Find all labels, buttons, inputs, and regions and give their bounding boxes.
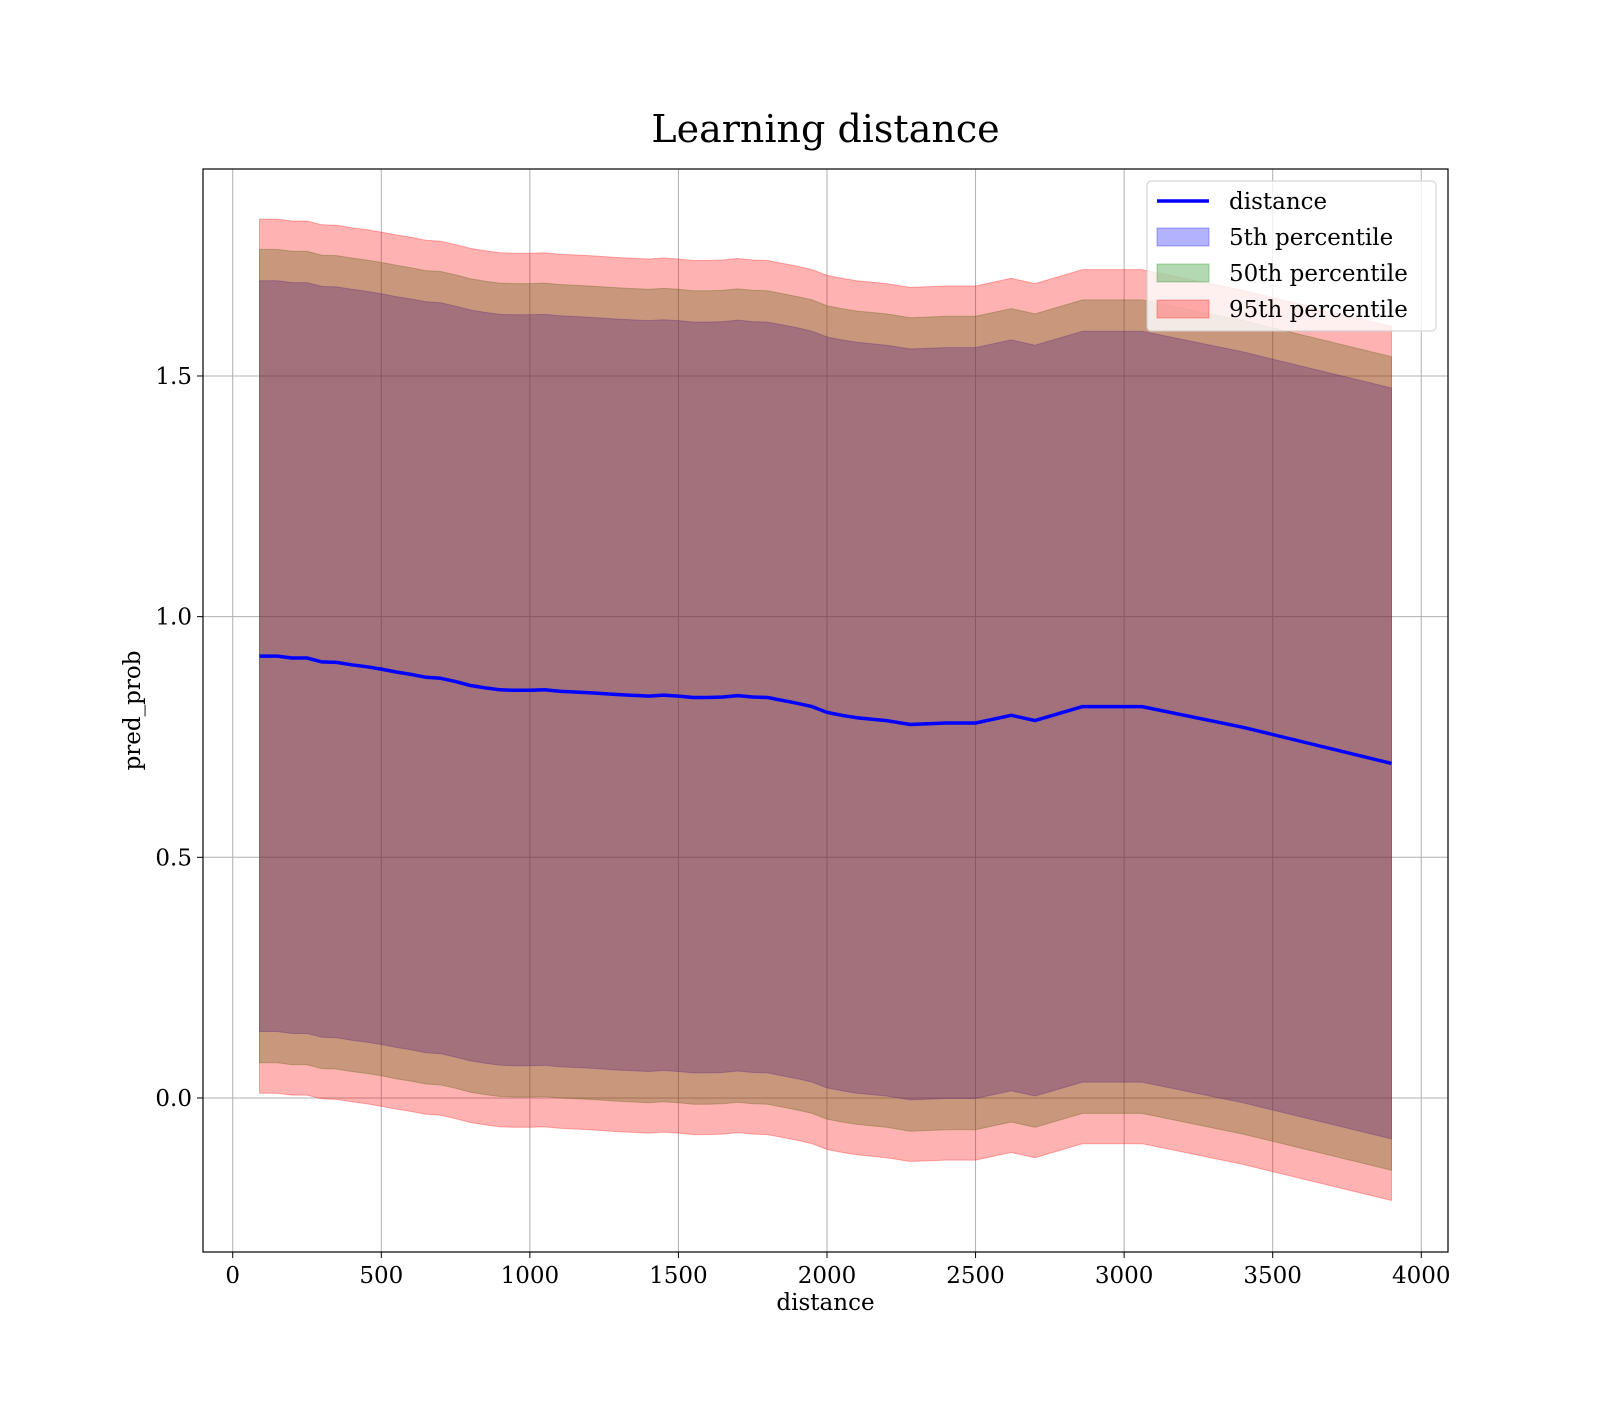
y-tick-label: 1.0 [155,605,192,631]
legend-label: 5th percentile [1229,225,1393,251]
axis-ticks: 0 500 1000 1500 2000 2500 3000 3500 4000 0.0 0.5 1.… [155,364,1450,1289]
x-tick-label: 3500 [1243,1263,1302,1289]
x-tick-label: 0 [225,1263,240,1289]
legend-box [1146,180,1437,332]
series-lines [259,654,1392,766]
band-50th-percentile [259,248,1392,1171]
plot-frame [202,168,1449,1253]
band-5th-percentile [259,280,1392,1140]
x-tick-label: 4000 [1392,1263,1451,1289]
percentile-bands [259,218,1392,1202]
x-tick-label: 3000 [1095,1263,1154,1289]
legend-label: 95th percentile [1229,297,1408,323]
grid-lines [203,169,1448,1252]
x-tick-label: 500 [359,1263,403,1289]
x-axis-label: distance [776,1290,874,1316]
y-tick-label: 0.0 [155,1086,192,1112]
band-95th-percentile [259,218,1392,1202]
y-axis-label: pred_prob [120,651,146,771]
x-tick-label: 2500 [946,1263,1005,1289]
legend-label: distance [1229,189,1327,215]
x-tick-label: 1000 [501,1263,560,1289]
chart-title: Learning distance [651,107,999,151]
y-tick-label: 0.5 [155,845,192,871]
x-tick-label: 2000 [798,1263,857,1289]
legend: distance 5th percentile 50th percentile 95t… [1146,180,1437,332]
x-tick-label: 1500 [649,1263,708,1289]
legend-swatch [1156,263,1210,283]
legend-swatch [1156,299,1210,319]
legend-swatch [1156,227,1210,247]
y-tick-label: 1.5 [155,364,192,390]
series-line-distance [259,654,1392,766]
legend-label: 50th percentile [1229,261,1408,287]
